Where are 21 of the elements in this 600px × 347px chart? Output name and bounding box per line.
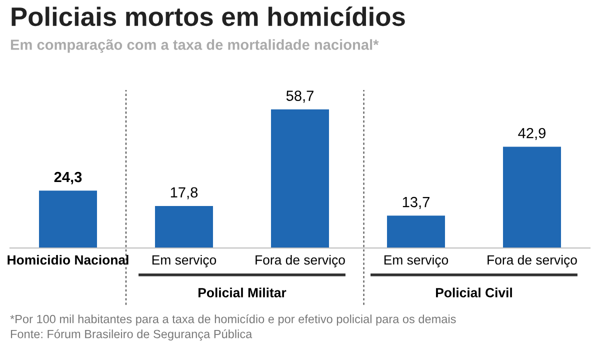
x-tick-label: Em serviço — [384, 254, 448, 268]
x-tick-label: Homicidio Nacional — [8, 254, 128, 265]
text: Policial Militar — [198, 288, 286, 298]
bar — [387, 216, 445, 248]
data-label: 58,7 — [286, 90, 314, 103]
data-label: 42,9 — [518, 128, 546, 140]
source-note: Fonte: Fórum Brasileiro de Segurança Pública — [10, 329, 252, 341]
chart-title: Policiais mortos em homicídios — [12, 6, 405, 26]
bar — [155, 206, 213, 248]
text: *Por 100 mil habitantes para a taxa de homicídio e por efetivo policial para os demais — [10, 314, 456, 326]
bar — [503, 146, 561, 248]
bar — [271, 109, 329, 248]
x-tick-label: Em serviço — [152, 254, 216, 268]
data-label: 24,3 — [54, 172, 82, 184]
chart-subtitle: Em comparação com a taxa de mortalidade nacional* — [10, 39, 379, 53]
bar — [39, 190, 97, 248]
data-label: 17,8 — [170, 187, 198, 200]
text: Policial Civil — [436, 288, 512, 298]
x-tick-label: Fora de serviço — [256, 254, 345, 268]
x-tick-label: Fora de serviço — [488, 254, 577, 268]
data-label: 13,7 — [402, 196, 430, 209]
